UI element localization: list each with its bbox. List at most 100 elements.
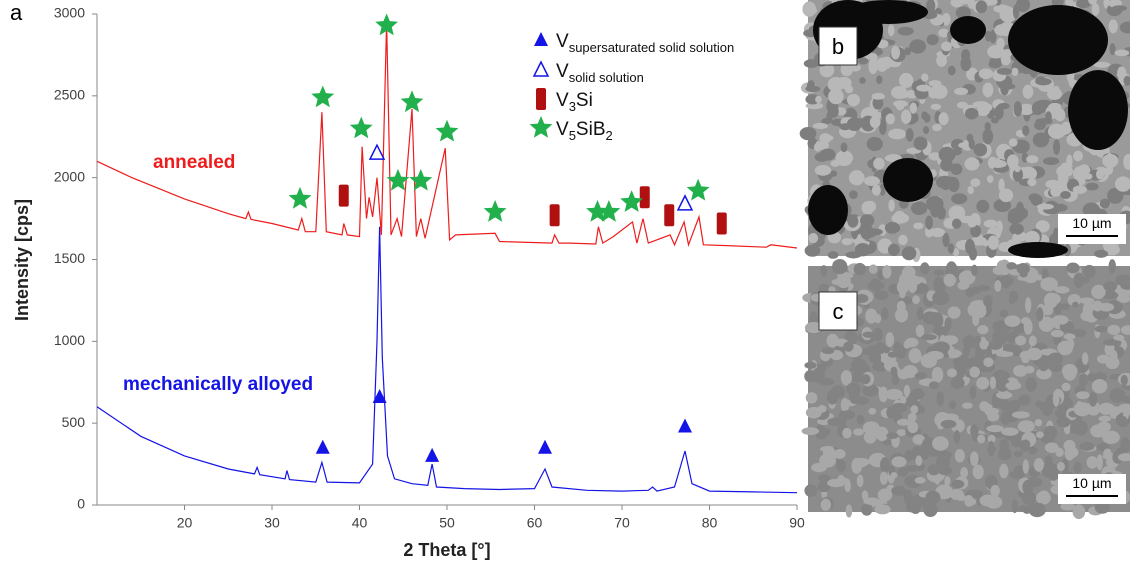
x-tick-label: 80: [702, 515, 718, 531]
grain: [997, 102, 1010, 110]
x-tick-label: 50: [439, 515, 455, 531]
legend-subscript: supersaturated solid solution: [569, 40, 735, 55]
y-tick-label: 500: [62, 414, 86, 430]
grain: [960, 467, 969, 479]
grain: [862, 331, 875, 338]
grain: [969, 358, 984, 367]
grain: [897, 26, 914, 36]
grain: [1111, 5, 1128, 12]
panel-label-box: [818, 26, 858, 66]
scale-bar-box: [1058, 214, 1126, 244]
grain: [804, 361, 817, 369]
legend-subscript: 2: [606, 128, 613, 143]
x-tick-label: 70: [614, 515, 630, 531]
grain: [910, 405, 919, 414]
bar-marker: [664, 204, 675, 227]
grain: [874, 313, 882, 324]
grain: [1013, 101, 1023, 117]
grain: [1103, 339, 1119, 346]
grain: [862, 222, 873, 238]
grain: [891, 45, 901, 60]
grain: [911, 494, 928, 508]
grain: [983, 219, 998, 228]
grain: [915, 324, 925, 338]
grain: [947, 65, 956, 76]
grain: [947, 306, 961, 319]
grain: [950, 0, 964, 8]
grain: [1121, 395, 1130, 404]
grain: [1054, 315, 1069, 325]
grain: [872, 96, 884, 110]
legend-label: Vsolid solution: [556, 61, 644, 85]
grain: [944, 317, 952, 331]
grain: [1035, 118, 1053, 125]
grain: [821, 347, 835, 355]
legend-text: Si: [576, 90, 593, 111]
grain: [1000, 411, 1012, 425]
grain: [868, 264, 878, 274]
grain: [853, 428, 865, 436]
grain: [925, 0, 936, 14]
grain: [1085, 182, 1099, 191]
grain: [904, 47, 912, 56]
grain: [1067, 447, 1079, 458]
grain: [921, 73, 929, 82]
grain: [1043, 292, 1059, 309]
grain: [873, 157, 885, 170]
grain: [1036, 431, 1044, 439]
data-line: [96, 22, 798, 249]
pore: [848, 0, 928, 24]
grain: [940, 158, 953, 172]
grain: [1086, 456, 1098, 469]
grain: [827, 478, 844, 488]
grain: [862, 384, 879, 397]
grain: [977, 324, 989, 335]
grain: [896, 91, 910, 99]
grain: [968, 138, 975, 150]
grain: [914, 476, 926, 484]
grain: [912, 448, 923, 458]
grain: [990, 117, 999, 124]
grain: [1102, 153, 1119, 168]
grain: [1120, 325, 1130, 335]
grain: [983, 294, 993, 308]
grain: [1011, 67, 1019, 77]
grain: [890, 366, 898, 377]
grain: [1032, 132, 1050, 148]
grain: [886, 406, 895, 419]
grain: [1072, 504, 1086, 520]
grain: [995, 376, 1010, 392]
grain: [873, 327, 883, 342]
grain: [913, 136, 928, 151]
grain: [932, 123, 942, 132]
grain: [1108, 259, 1117, 274]
grain: [874, 504, 891, 515]
grain: [1030, 194, 1043, 206]
grain: [820, 265, 828, 277]
grain: [863, 176, 880, 186]
grain: [910, 201, 928, 215]
grain: [866, 136, 883, 152]
grain: [818, 474, 830, 483]
grain: [1081, 352, 1089, 365]
grain: [813, 142, 822, 152]
grain: [916, 405, 926, 414]
data-line: [96, 226, 798, 494]
grain: [1061, 303, 1070, 311]
grain: [933, 269, 945, 276]
grain: [875, 57, 889, 72]
grain: [1027, 178, 1037, 187]
pore: [1008, 5, 1108, 75]
scale-bar-box: [1058, 474, 1126, 504]
grain: [901, 246, 917, 261]
grain: [890, 471, 898, 479]
grain: [967, 185, 974, 195]
grain: [962, 335, 977, 349]
grain: [1048, 102, 1062, 110]
grain: [1044, 454, 1053, 466]
grain: [929, 227, 946, 238]
grain: [1016, 262, 1030, 275]
grain: [864, 200, 877, 213]
grain: [846, 93, 860, 107]
grain: [1036, 307, 1044, 322]
